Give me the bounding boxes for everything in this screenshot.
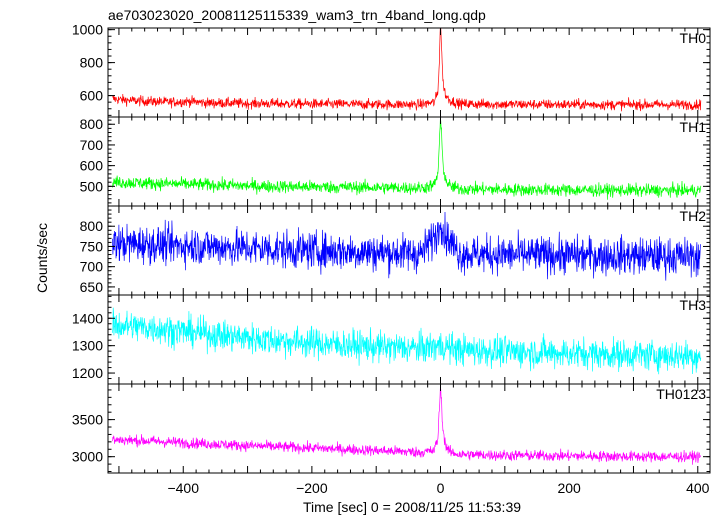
- panel-frame: [107, 294, 711, 385]
- y-tick-label: 600: [80, 158, 104, 174]
- x-tick-label: 0: [437, 480, 445, 496]
- panels: 600 800 1000 TH0 500 600 700 800 TH1 650 700 750 800…: [72, 22, 711, 474]
- y-tick-label: 3500: [72, 412, 103, 428]
- panel-th3: 1200 1300 1400 TH3: [72, 294, 711, 385]
- series-line-th2: [112, 211, 701, 281]
- x-tick-label: −200: [296, 480, 328, 496]
- y-tick-label: 800: [80, 116, 104, 132]
- y-tick-label: 700: [80, 137, 104, 153]
- y-tick-label: 800: [80, 55, 104, 71]
- series-line-th3: [112, 307, 702, 375]
- x-axis-title: Time [sec] 0 = 2008/11/25 11:53:39: [303, 499, 521, 515]
- panel-label: TH2: [680, 208, 707, 224]
- y-tick-label: 1000: [72, 22, 103, 38]
- y-tick-label: 1300: [72, 338, 103, 354]
- series-line-th0: [112, 28, 702, 112]
- panel-label: TH0123: [656, 386, 706, 402]
- x-tick-label: 200: [557, 480, 581, 496]
- series-line-th0123: [112, 386, 701, 465]
- y-tick-label: 800: [80, 218, 104, 234]
- y-tick-label: 3000: [72, 449, 103, 465]
- panel-th0: 600 800 1000 TH0: [72, 22, 711, 118]
- y-tick-label: 500: [80, 178, 104, 194]
- chart-title: ae703023020_20081125115339_wam3_trn_4ban…: [108, 7, 486, 23]
- series-line-th1: [112, 117, 702, 200]
- panel-label: TH1: [680, 119, 707, 135]
- panel-th1: 500 600 700 800 TH1: [80, 116, 711, 207]
- y-tick-label: 650: [80, 279, 104, 295]
- x-tick-label: −400: [167, 480, 199, 496]
- x-tick-label: 400: [686, 480, 710, 496]
- y-tick-label: 750: [80, 238, 104, 254]
- y-tick-label: 700: [80, 259, 104, 275]
- y-axis-title: Counts/sec: [34, 223, 50, 293]
- y-tick-label: 1200: [72, 365, 103, 381]
- panel-th0123: 3000 3500 TH0123: [72, 383, 711, 474]
- panel-frame: [107, 383, 711, 474]
- y-tick-label: 600: [80, 88, 104, 104]
- panel-th2: 650 700 750 800 TH2: [80, 205, 711, 296]
- panel-label: TH3: [680, 297, 707, 313]
- panel-label: TH0: [680, 30, 707, 46]
- x-tick-labels: −400 −200 0 200 400: [167, 480, 709, 496]
- y-tick-label: 1400: [72, 310, 103, 326]
